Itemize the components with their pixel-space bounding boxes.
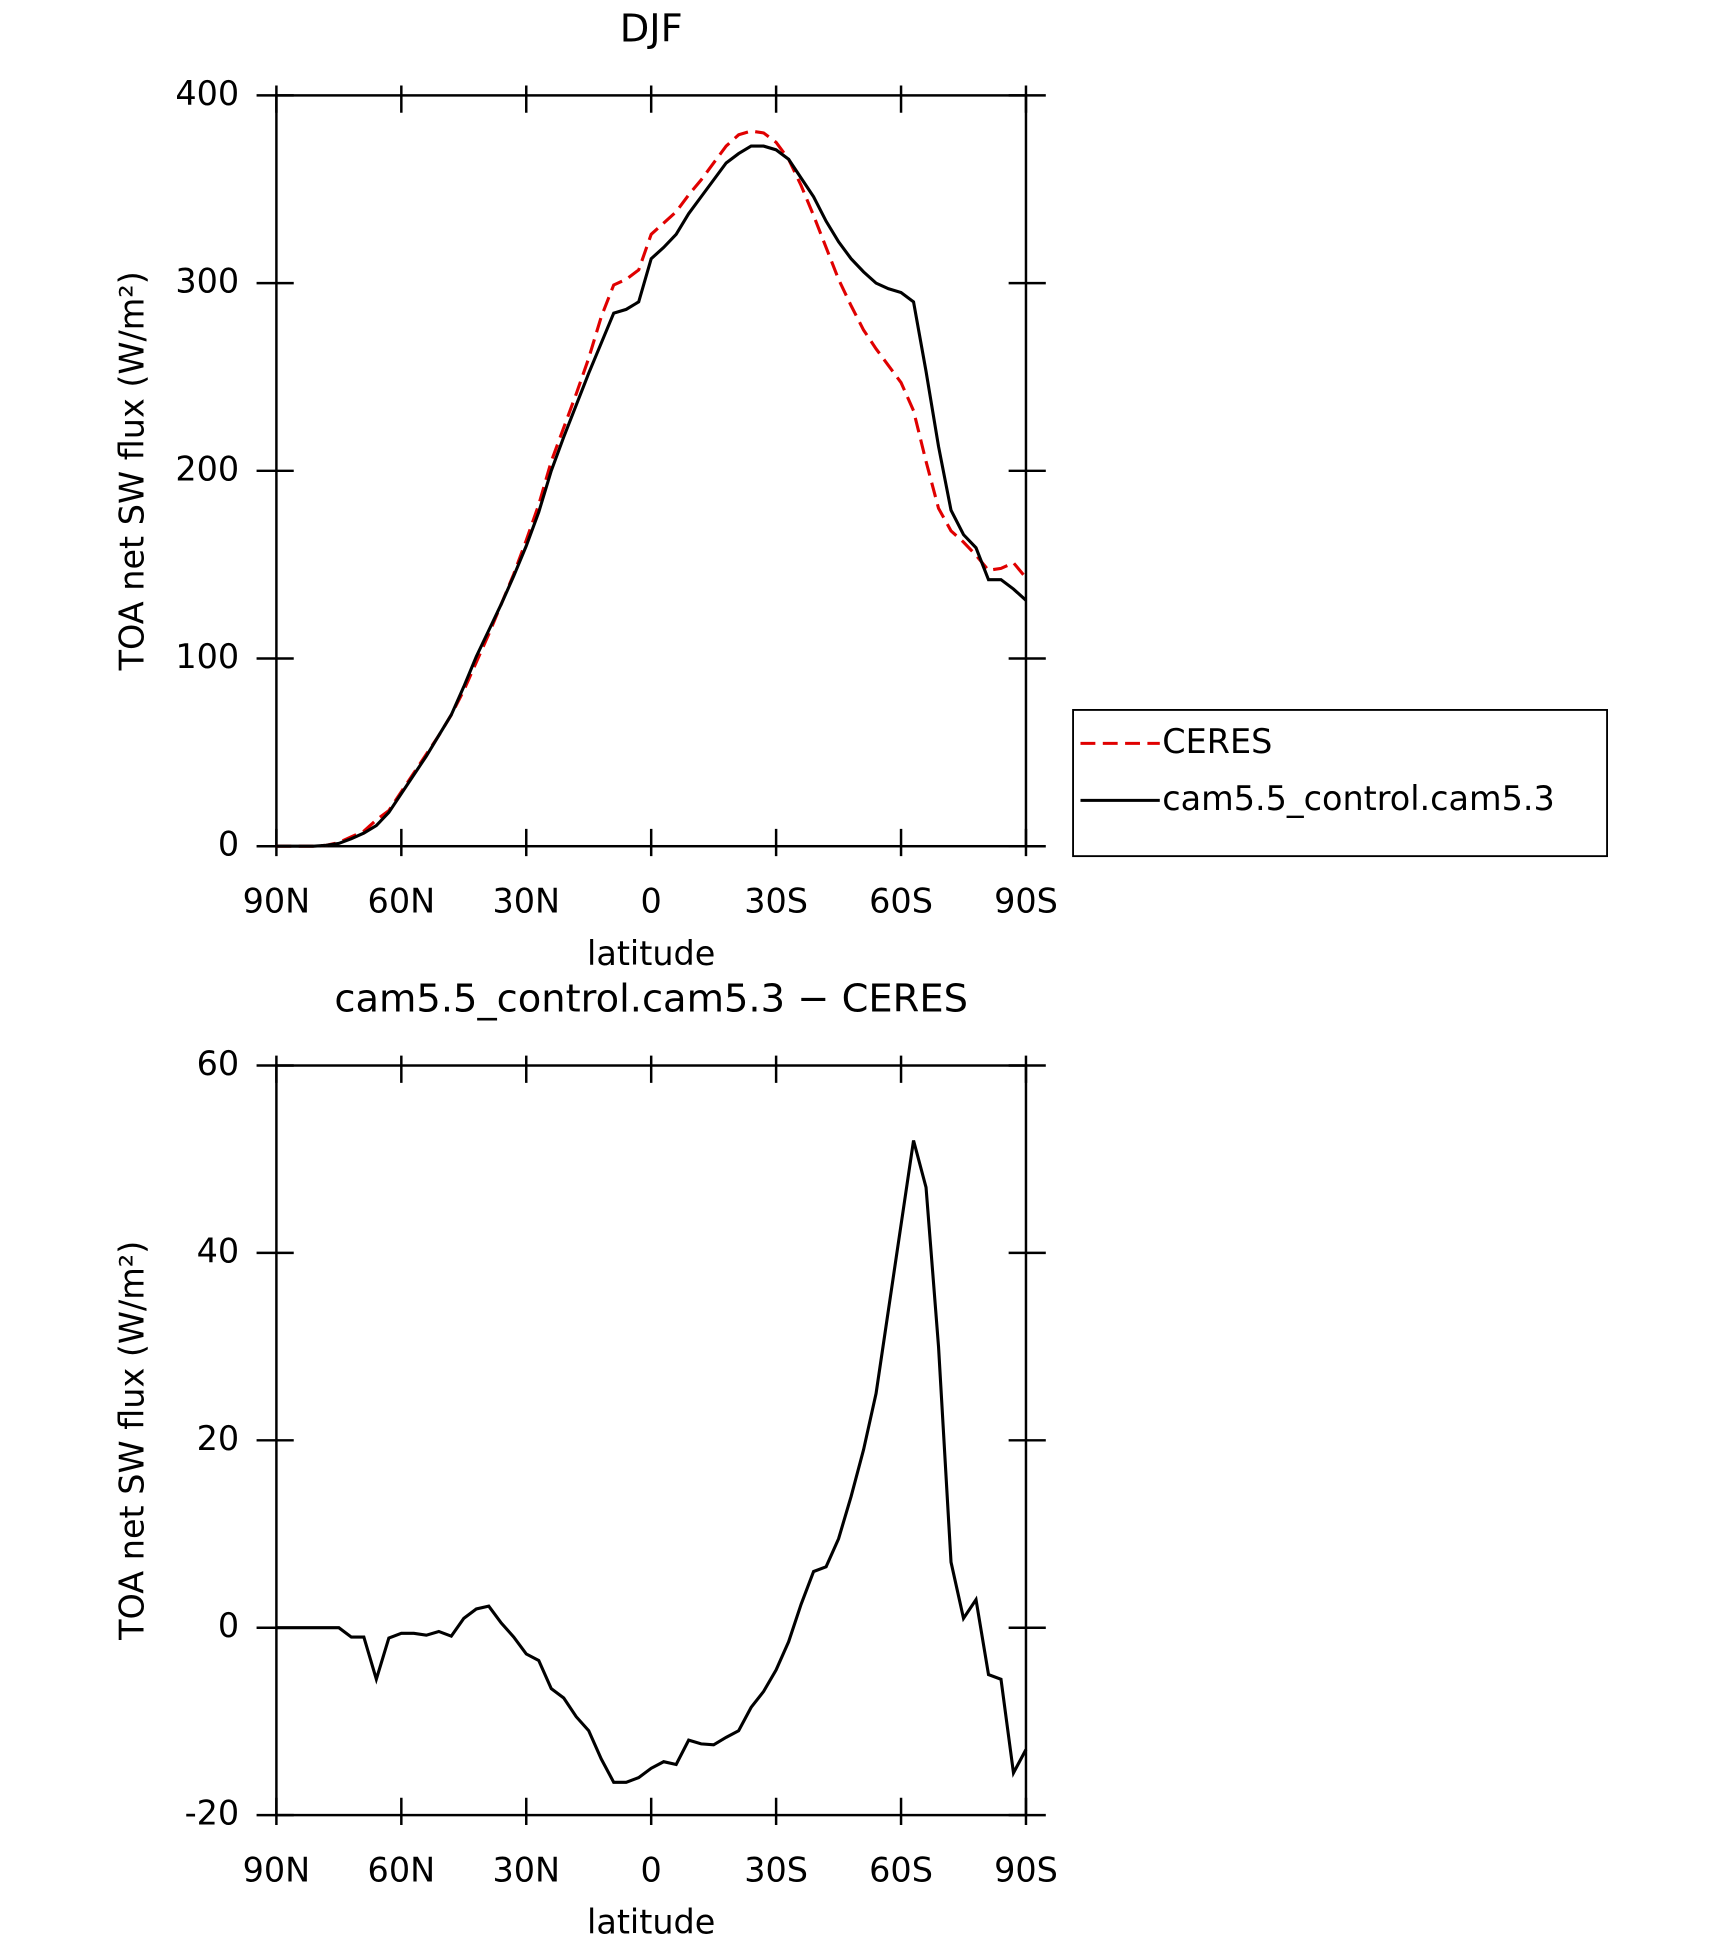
x-tick-label: 60S [869, 1851, 933, 1890]
x-axis-label: latitude [587, 1903, 715, 1939]
x-axis-label: latitude [587, 934, 715, 973]
x-tick-label: 90S [994, 1851, 1058, 1890]
plot-frame [275, 1064, 1028, 1817]
y-tick-label: 200 [175, 449, 239, 488]
x-tick-label: 30N [492, 1851, 560, 1890]
legend-label: CERES [1162, 722, 1272, 761]
y-tick-label: 0 [218, 825, 239, 864]
x-tick-label: 30N [492, 882, 560, 921]
x-tick-label: 60S [869, 882, 933, 921]
y-axis-label: TOA net SW flux (W/m²) [112, 1241, 151, 1641]
x-tick-label: 60N [368, 882, 436, 921]
x-tick-label: 0 [641, 882, 662, 921]
data-line [276, 129, 1028, 848]
legend-label: cam5.5_control.cam5.3 [1162, 779, 1555, 818]
y-tick-label: 60 [197, 1044, 240, 1083]
y-tick-label: -20 [185, 1794, 240, 1833]
chart-title: cam5.5_control.cam5.3 − CERES [334, 977, 968, 1022]
x-tick-label: 90S [994, 882, 1058, 921]
legend-box [1072, 709, 1608, 858]
y-tick-label: 0 [218, 1606, 239, 1645]
x-tick-label: 90N [243, 882, 311, 921]
y-tick-label: 100 [175, 637, 239, 676]
data-line [276, 1140, 1028, 1784]
x-tick-label: 30S [744, 882, 808, 921]
y-tick-label: 40 [197, 1231, 240, 1270]
x-tick-label: 30S [744, 1851, 808, 1890]
y-tick-label: 300 [175, 262, 239, 301]
data-line [276, 144, 1028, 848]
x-tick-label: 60N [368, 1851, 436, 1890]
y-tick-label: 20 [197, 1419, 240, 1458]
chart-title: DJF [620, 6, 683, 51]
x-tick-label: 0 [641, 1851, 662, 1890]
x-tick-label: 90N [243, 1851, 311, 1890]
y-tick-label: 400 [175, 74, 239, 113]
y-axis-label: TOA net SW flux (W/m²) [112, 271, 151, 671]
plot-frame [275, 94, 1028, 848]
